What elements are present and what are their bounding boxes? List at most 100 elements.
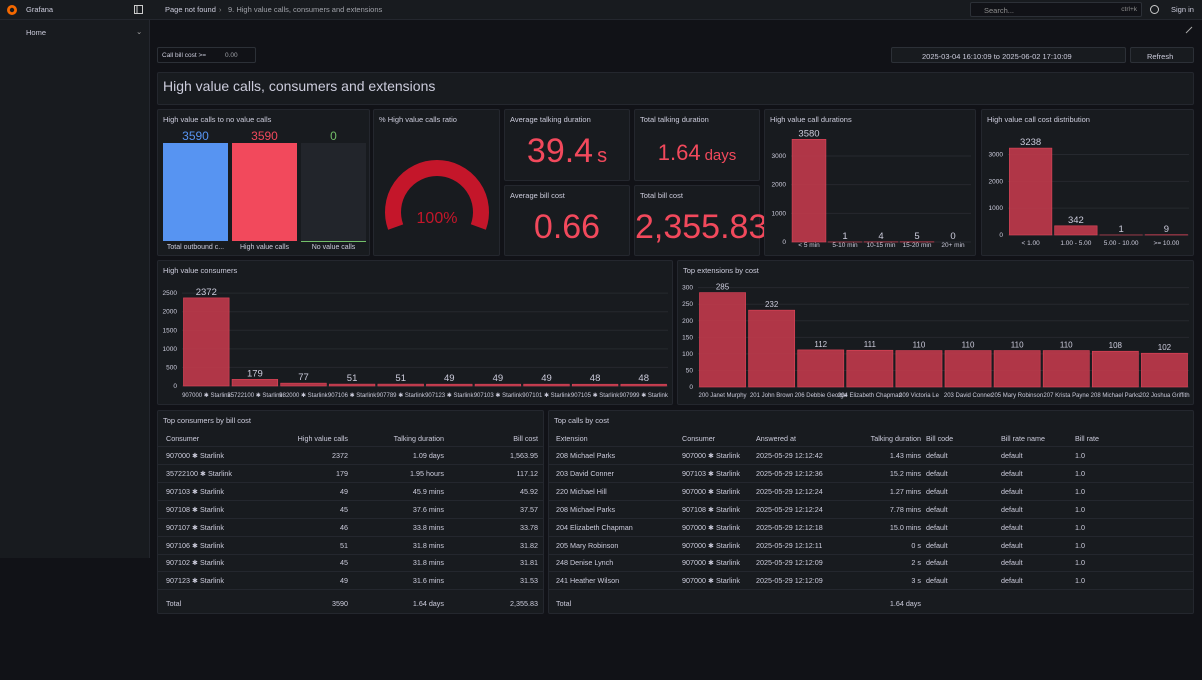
cell: 7.78 mins (889, 504, 921, 514)
time-picker[interactable]: 2025-03-04 16:10:09 to 2025-06-02 17:10:… (891, 47, 1126, 63)
row-separator (549, 464, 1193, 465)
breadcrumb[interactable]: Page not found (165, 5, 216, 14)
link-icon[interactable] (1184, 25, 1194, 35)
bar (895, 350, 943, 388)
bar (474, 383, 522, 387)
value-label: 102 (1158, 343, 1172, 352)
value-label: 179 (247, 368, 263, 379)
cell: 907000 ✱ Starlink (166, 451, 224, 460)
y-tick-label: 2000 (772, 182, 787, 189)
category-label: Total outbound c... (167, 244, 224, 251)
dock-icon[interactable] (134, 5, 143, 14)
cell: 2025-05-29 12:12:24 (756, 504, 823, 514)
nav-home[interactable]: Home (26, 28, 47, 37)
chevron[interactable]: ⌄ (136, 27, 143, 36)
value-label: 110 (962, 341, 975, 350)
cell: 907123 ✱ Starlink (166, 576, 224, 586)
row-separator (158, 464, 543, 465)
bar (1009, 147, 1053, 236)
bar (748, 309, 796, 388)
cell: 907000 ✱ Starlink (682, 486, 740, 496)
cell: default (926, 504, 948, 514)
column-header: High value calls (297, 434, 348, 443)
cell: 1.0 (1075, 522, 1085, 532)
cell: 35722100 ✱ Starlink (166, 468, 232, 478)
value-label: 5 (914, 231, 919, 242)
cell: 1.0 (1075, 504, 1085, 514)
panel: 100% % High value calls ratio (373, 109, 500, 256)
time-range: 2025-03-04 16:10:09 to 2025-06-02 17:10:… (922, 52, 1072, 61)
cell: 31.53 (520, 576, 538, 586)
y-tick-label: 0 (999, 232, 1003, 239)
row-separator (549, 571, 1193, 573)
panel-title: Top extensions by cost (683, 266, 759, 275)
x-tick-label: 907101 ✱ Starlink (522, 392, 571, 399)
y-tick-label: 500 (166, 364, 177, 371)
help-icon[interactable] (1150, 5, 1159, 14)
panel-title: % High value calls ratio (379, 115, 457, 124)
y-tick-label: 200 (682, 318, 693, 325)
stat-unit: s (597, 145, 608, 167)
cell: 1,563.95 (510, 451, 538, 460)
refresh-button[interactable]: Refresh (1130, 47, 1194, 63)
cell: 1.0 (1075, 558, 1085, 568)
cell: 117.12 (516, 468, 538, 478)
search-box[interactable]: Search... ctrl+k (970, 2, 1142, 17)
chart: 0 500 1000 1500 2000 2500 2372 907000 ✱ Starlin… (163, 287, 669, 399)
cell: 2025-05-29 12:12:24 (756, 486, 823, 496)
value-label: 77 (298, 372, 309, 383)
cell: 907103 ✱ Starlink (166, 486, 224, 496)
cell: 248 Denise Lynch (556, 558, 614, 568)
x-tick-label: 907999 ✱ Starlink (620, 392, 669, 399)
variable[interactable]: Call bill cost >= 0.00 (157, 47, 256, 63)
panel: 0 1000 2000 3000 3238 < 1.00 342 1.00 - 5.00 1 5.… (981, 109, 1194, 256)
cell: default (926, 558, 948, 568)
x-tick-label: 907000 ✱ Starlink (182, 392, 231, 399)
search-placeholder: Search... (984, 6, 1015, 15)
value-label: 285 (716, 283, 730, 292)
panel: 3590 Total outbound c... 3590 High value ca… (157, 109, 370, 256)
y-tick-label: 3000 (772, 153, 787, 160)
bar (571, 383, 619, 387)
stat-number: 1.64 (657, 140, 701, 165)
column-header: Bill rate (1075, 434, 1099, 443)
stat-number: 2,355.83 (635, 208, 768, 246)
bar (620, 383, 667, 387)
value-label: 48 (590, 373, 601, 384)
cell: 907102 ✱ Starlink (166, 558, 224, 568)
cell: 220 Michael Hill (556, 486, 607, 496)
x-tick-label: 20+ min (941, 242, 965, 249)
cell: 31.81 (520, 558, 538, 568)
panel-title: Total talking duration (640, 115, 709, 124)
value-label: 9 (1164, 224, 1169, 235)
bar (1141, 352, 1188, 388)
cell: 45 (340, 504, 348, 514)
panel-title: High value call cost distribution (987, 115, 1090, 124)
y-tick-label: 0 (782, 239, 786, 246)
cell: 15.2 mins (889, 468, 921, 478)
cell: 203 David Conner (556, 468, 614, 478)
panel-title: High value calls to no value calls (163, 115, 272, 124)
cell: 2025-05-29 12:12:11 (756, 540, 823, 550)
column-header: Consumer (682, 434, 716, 443)
cell: 33.78 (520, 522, 538, 532)
cell: 204 Elizabeth Chapman (556, 522, 633, 532)
cell: default (926, 540, 948, 550)
y-tick-label: 300 (682, 285, 693, 292)
bar (523, 383, 570, 387)
sign-in[interactable]: Sign in (1171, 5, 1194, 14)
cell: 1.95 hours (410, 468, 444, 478)
bar (377, 383, 424, 387)
panel: Total talking duration 1.64 days (634, 109, 760, 181)
footer-cell: Total (166, 599, 182, 608)
row-separator (158, 446, 543, 447)
breadcrumb[interactable]: 9. High value calls, consumers and exten… (228, 5, 383, 14)
x-tick-label: 201 John Brown (750, 393, 793, 399)
bar (846, 349, 894, 388)
bar (699, 292, 746, 388)
y-tick-label: 3000 (989, 151, 1004, 158)
bar (797, 349, 845, 388)
x-tick-label: 206 Debbie George (795, 393, 848, 399)
value-label: 1 (842, 231, 847, 242)
